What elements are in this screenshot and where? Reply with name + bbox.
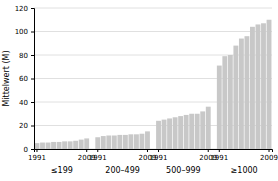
y-axis-line [31,9,35,150]
x-tick-mark [36,149,37,152]
bar [84,138,89,149]
bar [51,142,56,149]
y-tick-label: 20 [19,122,28,130]
chart-svg: 19912009199120091991200919912009≤199200–… [0,0,278,181]
bar [189,114,194,149]
y-axis-title: Mittelwert (M) [2,50,11,106]
bar [233,46,238,149]
x-tick-mark [208,149,209,152]
bar [128,134,133,149]
y-tick-label: 120 [15,5,28,13]
bar [95,137,100,149]
x-tick-mark [97,149,98,152]
y-tick: 40 [19,99,34,107]
bar [62,141,67,149]
y-tick-label: 80 [19,52,28,60]
bar [167,118,172,149]
y-tick-mark [31,126,34,127]
bar [145,131,150,149]
x-tick-mark [147,149,148,152]
x-tick-mark [158,149,159,152]
y-tick-mark [31,79,34,80]
x-tick: 1991 [210,149,228,162]
bar [35,143,40,149]
chart-container: 19912009199120091991200919912009≤199200–… [0,0,278,181]
y-tick: 0 [24,146,34,154]
bar [217,66,222,149]
bar [134,134,139,149]
grid-line [34,31,272,32]
y-tick-mark [31,8,34,9]
bar [195,114,200,149]
bar [261,23,266,149]
group-label: 200–499 [105,166,140,175]
bar [267,20,272,149]
x-tick: 2009 [260,149,278,162]
y-tick-mark [31,32,34,33]
x-axis: 19912009199120091991200919912009 [28,149,278,162]
x-tick-mark [269,149,270,152]
bar [117,135,122,149]
x-tick-mark [219,149,220,152]
group-label: ≤199 [51,166,73,175]
y-tick-label: 60 [19,75,28,83]
x-tick: 1991 [150,149,168,162]
grid [34,8,272,149]
x-tick-label: 1991 [89,154,107,162]
bar [178,116,183,149]
grid-line [34,8,272,9]
group-label: ≥1000 [231,166,258,175]
bar [101,136,106,149]
bar [184,115,189,149]
y-tick: 60 [19,75,34,83]
y-tick-label: 0 [24,146,28,154]
x-tick: 1991 [89,149,107,162]
bar [250,27,255,149]
x-tick-label: 2009 [260,154,278,162]
bar [73,141,78,149]
x-axis-line [35,150,273,153]
bar [156,121,161,149]
bar [256,24,261,149]
y-tick-mark [31,102,34,103]
group-label: 500–999 [166,166,201,175]
y-tick-mark [31,55,34,56]
bar [173,117,178,149]
bar [123,135,128,149]
bar [162,120,167,149]
bar [206,107,211,149]
bar [106,135,111,149]
bar [68,141,73,149]
bar [112,135,117,149]
bar [244,36,249,149]
group-labels: ≤199 200–499 500–999 ≥1000 [51,166,258,175]
y-tick: 120 [15,5,34,13]
bar [228,55,233,149]
y-tick-mark [31,149,34,150]
bar [222,56,227,149]
x-tick: 1991 [28,149,46,162]
y-tick: 20 [19,122,34,130]
y-tick-label: 100 [15,28,28,36]
y-tick: 100 [15,28,34,36]
x-tick-label: 1991 [210,154,228,162]
bar [46,143,51,149]
bar [79,140,84,149]
x-tick-mark [86,149,87,152]
y-tick: 80 [19,52,34,60]
y-axis: 0 20 40 60 80 100 120 [15,5,35,154]
bar [239,39,244,149]
y-tick-label: 40 [19,99,28,107]
bar [200,111,205,149]
bar [57,142,62,149]
x-tick-label: 1991 [28,154,46,162]
bar [140,134,145,149]
bar [40,143,45,149]
x-tick-label: 1991 [150,154,168,162]
bars [35,20,272,149]
